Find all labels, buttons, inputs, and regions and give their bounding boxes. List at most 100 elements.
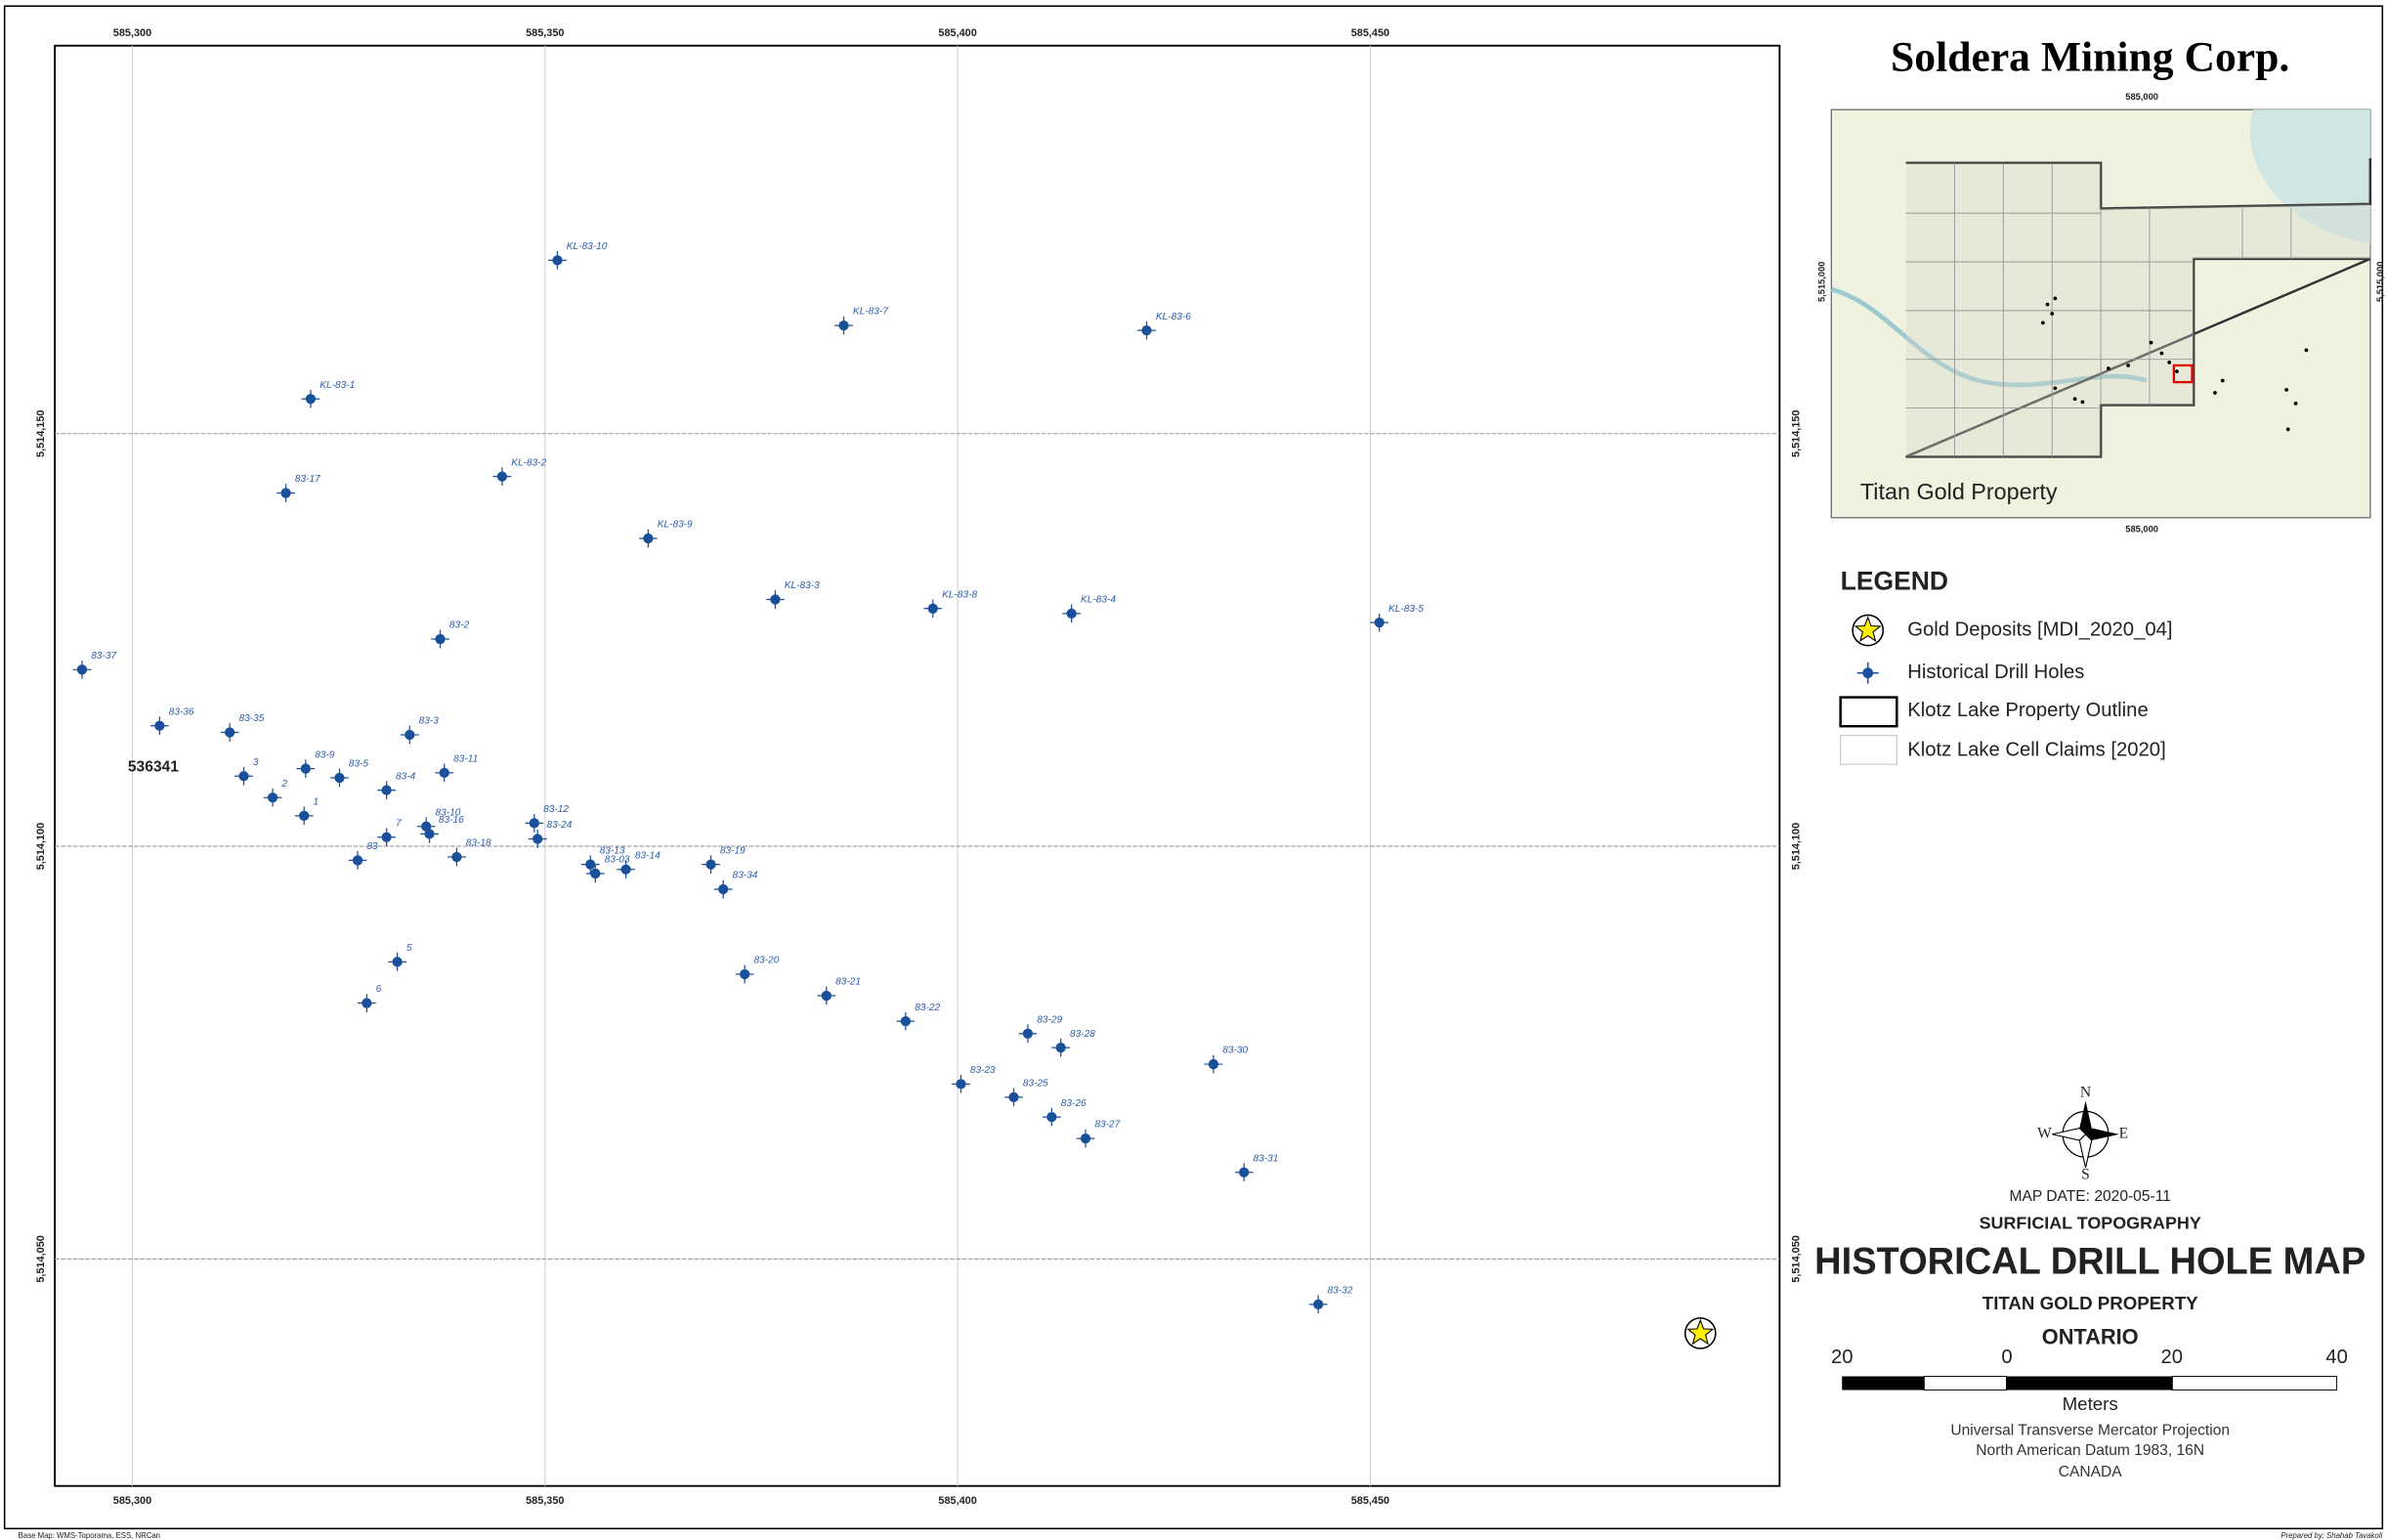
drill-hole-marker — [362, 998, 372, 1008]
drill-hole — [220, 723, 239, 742]
map-date: MAP DATE: 2020-05-11 — [2009, 1188, 2170, 1205]
compass-n: N — [2080, 1084, 2091, 1100]
province: ONTARIO — [2042, 1324, 2139, 1348]
claim-label: 536341 — [128, 758, 179, 775]
legend-item: Gold Deposits [MDI_2020_04] — [1907, 619, 2172, 640]
drill-hole — [639, 529, 658, 548]
projection: CANADA — [2059, 1464, 2123, 1480]
drill-hole-label: 83-21 — [835, 977, 861, 988]
drill-hole — [277, 484, 295, 502]
drill-hole — [713, 879, 733, 899]
x-tick-label: 585,450 — [1351, 27, 1389, 39]
drill-hole-label: 83-2 — [449, 620, 470, 631]
page-border — [3, 5, 2384, 1530]
drill-hole — [420, 825, 439, 843]
drill-hole-label: 83-32 — [1328, 1286, 1353, 1297]
compass-e: E — [2119, 1125, 2129, 1141]
drill-hole-marker — [1374, 618, 1385, 628]
drill-hole-label: 83-31 — [1254, 1153, 1279, 1164]
drill-hole-label: 2 — [280, 779, 287, 790]
drill-hole-marker — [352, 855, 363, 866]
drill-hole — [817, 986, 836, 1005]
drill-hole — [896, 1011, 916, 1031]
drill-hole — [1370, 613, 1389, 632]
drill-hole-marker — [838, 320, 849, 331]
drill-hole-marker — [299, 810, 310, 821]
grid: 585,300 585,300 585,350 585,350 585,400 585,4… — [35, 27, 1802, 1507]
drill-hole-marker — [267, 792, 278, 803]
drill-hole — [766, 590, 785, 609]
map-extent — [2172, 364, 2194, 384]
drill-hole-label: 1 — [314, 796, 320, 807]
drill-hole-label: 83-9 — [315, 749, 335, 760]
drill-hole-marker — [927, 603, 938, 614]
drill-hole-marker — [718, 883, 729, 895]
drill-hole — [431, 629, 449, 649]
inset-y-label: 5,515,000 — [2375, 261, 2385, 302]
drill-hole-label: 83-14 — [635, 850, 661, 861]
y-tick-label: 5,514,050 — [35, 1235, 47, 1282]
footer-right: Prepared by: Shahab Tavakoli — [2280, 1531, 2382, 1540]
inset-x-label: 585,000 — [2125, 525, 2158, 535]
north-arrow — [2052, 1100, 2119, 1169]
drill-hole — [377, 781, 396, 799]
drill-hole — [1051, 1038, 1071, 1057]
drill-hole-marker — [496, 471, 508, 482]
drill-hole — [1308, 1295, 1328, 1314]
drill-hole-marker — [643, 533, 654, 544]
drill-hole-label: KL-83-5 — [1388, 604, 1424, 615]
drill-hole-label: 83-22 — [915, 1003, 940, 1013]
drill-hole-marker — [154, 720, 165, 731]
claims-fill — [1905, 162, 2370, 457]
drill-hole-label: 83-13 — [600, 845, 625, 856]
drill-hole-marker — [1239, 1167, 1250, 1177]
legend-drill-symbol — [1856, 662, 1879, 684]
drill-hole — [834, 316, 853, 335]
drill-hole-marker — [1141, 325, 1152, 336]
drill-hole-label: 83-34 — [733, 871, 758, 881]
drill-hole — [528, 830, 547, 848]
drill-hole — [435, 763, 454, 783]
drill-hole-marker — [1055, 1043, 1066, 1053]
inset-map: 585,000 585,000 5,515,000 5,515,000 Tita… — [1816, 92, 2385, 534]
projection: North American Datum 1983, 16N — [1976, 1442, 2204, 1459]
drill-hole-label: 83-35 — [238, 713, 264, 724]
drill-hole-label: KL-83-6 — [1156, 312, 1191, 322]
legend-item: Klotz Lake Cell Claims [2020] — [1907, 739, 2165, 760]
scale-label: 40 — [2325, 1347, 2348, 1368]
drill-hole-label: 7 — [396, 818, 402, 829]
drill-hole — [1018, 1024, 1038, 1044]
x-tick-label: 585,450 — [1351, 1495, 1389, 1507]
drill-hole-marker — [705, 859, 716, 870]
drill-hole-marker — [1022, 1028, 1034, 1039]
y-tick-label: 5,514,150 — [1790, 410, 1802, 457]
drill-hole-marker — [451, 851, 462, 863]
drill-hole — [1137, 321, 1156, 340]
drill-hole — [1004, 1088, 1023, 1107]
drill-hole-label: 83-4 — [396, 771, 416, 782]
drill-hole — [388, 952, 406, 971]
drill-hole-marker — [590, 868, 601, 879]
river — [1830, 286, 2148, 388]
drill-hole-label: 83-26 — [1061, 1098, 1087, 1109]
drill-hole-label: 83-12 — [543, 804, 569, 815]
drill-hole-marker — [956, 1079, 966, 1090]
drill-hole-label: 83-30 — [1222, 1046, 1248, 1056]
drill-hole — [1076, 1129, 1095, 1148]
drill-hole-marker — [529, 818, 539, 829]
drill-hole-label: 83-16 — [439, 815, 464, 826]
drill-hole — [525, 814, 544, 833]
drill-hole-label: 5 — [406, 943, 412, 954]
drill-hole-label: 83-23 — [970, 1065, 996, 1076]
drill-hole-label: 83-28 — [1070, 1029, 1095, 1040]
drill-hole-label: KL-83-2 — [511, 457, 546, 468]
drill-hole — [1062, 604, 1082, 623]
projection: Universal Transverse Mercator Projection — [1950, 1423, 2230, 1439]
drill-hole-marker — [381, 785, 392, 795]
compass-w: W — [2037, 1125, 2052, 1141]
drill-hole-marker — [225, 727, 235, 738]
drill-hole-marker — [533, 834, 543, 844]
drill-hole — [294, 806, 314, 826]
drill-holes: KL-83-10 KL-83-7 KL-83-6 KL-83-1 KL-83-2 83-1… — [72, 241, 1717, 1349]
drill-hole-marker — [620, 864, 631, 875]
